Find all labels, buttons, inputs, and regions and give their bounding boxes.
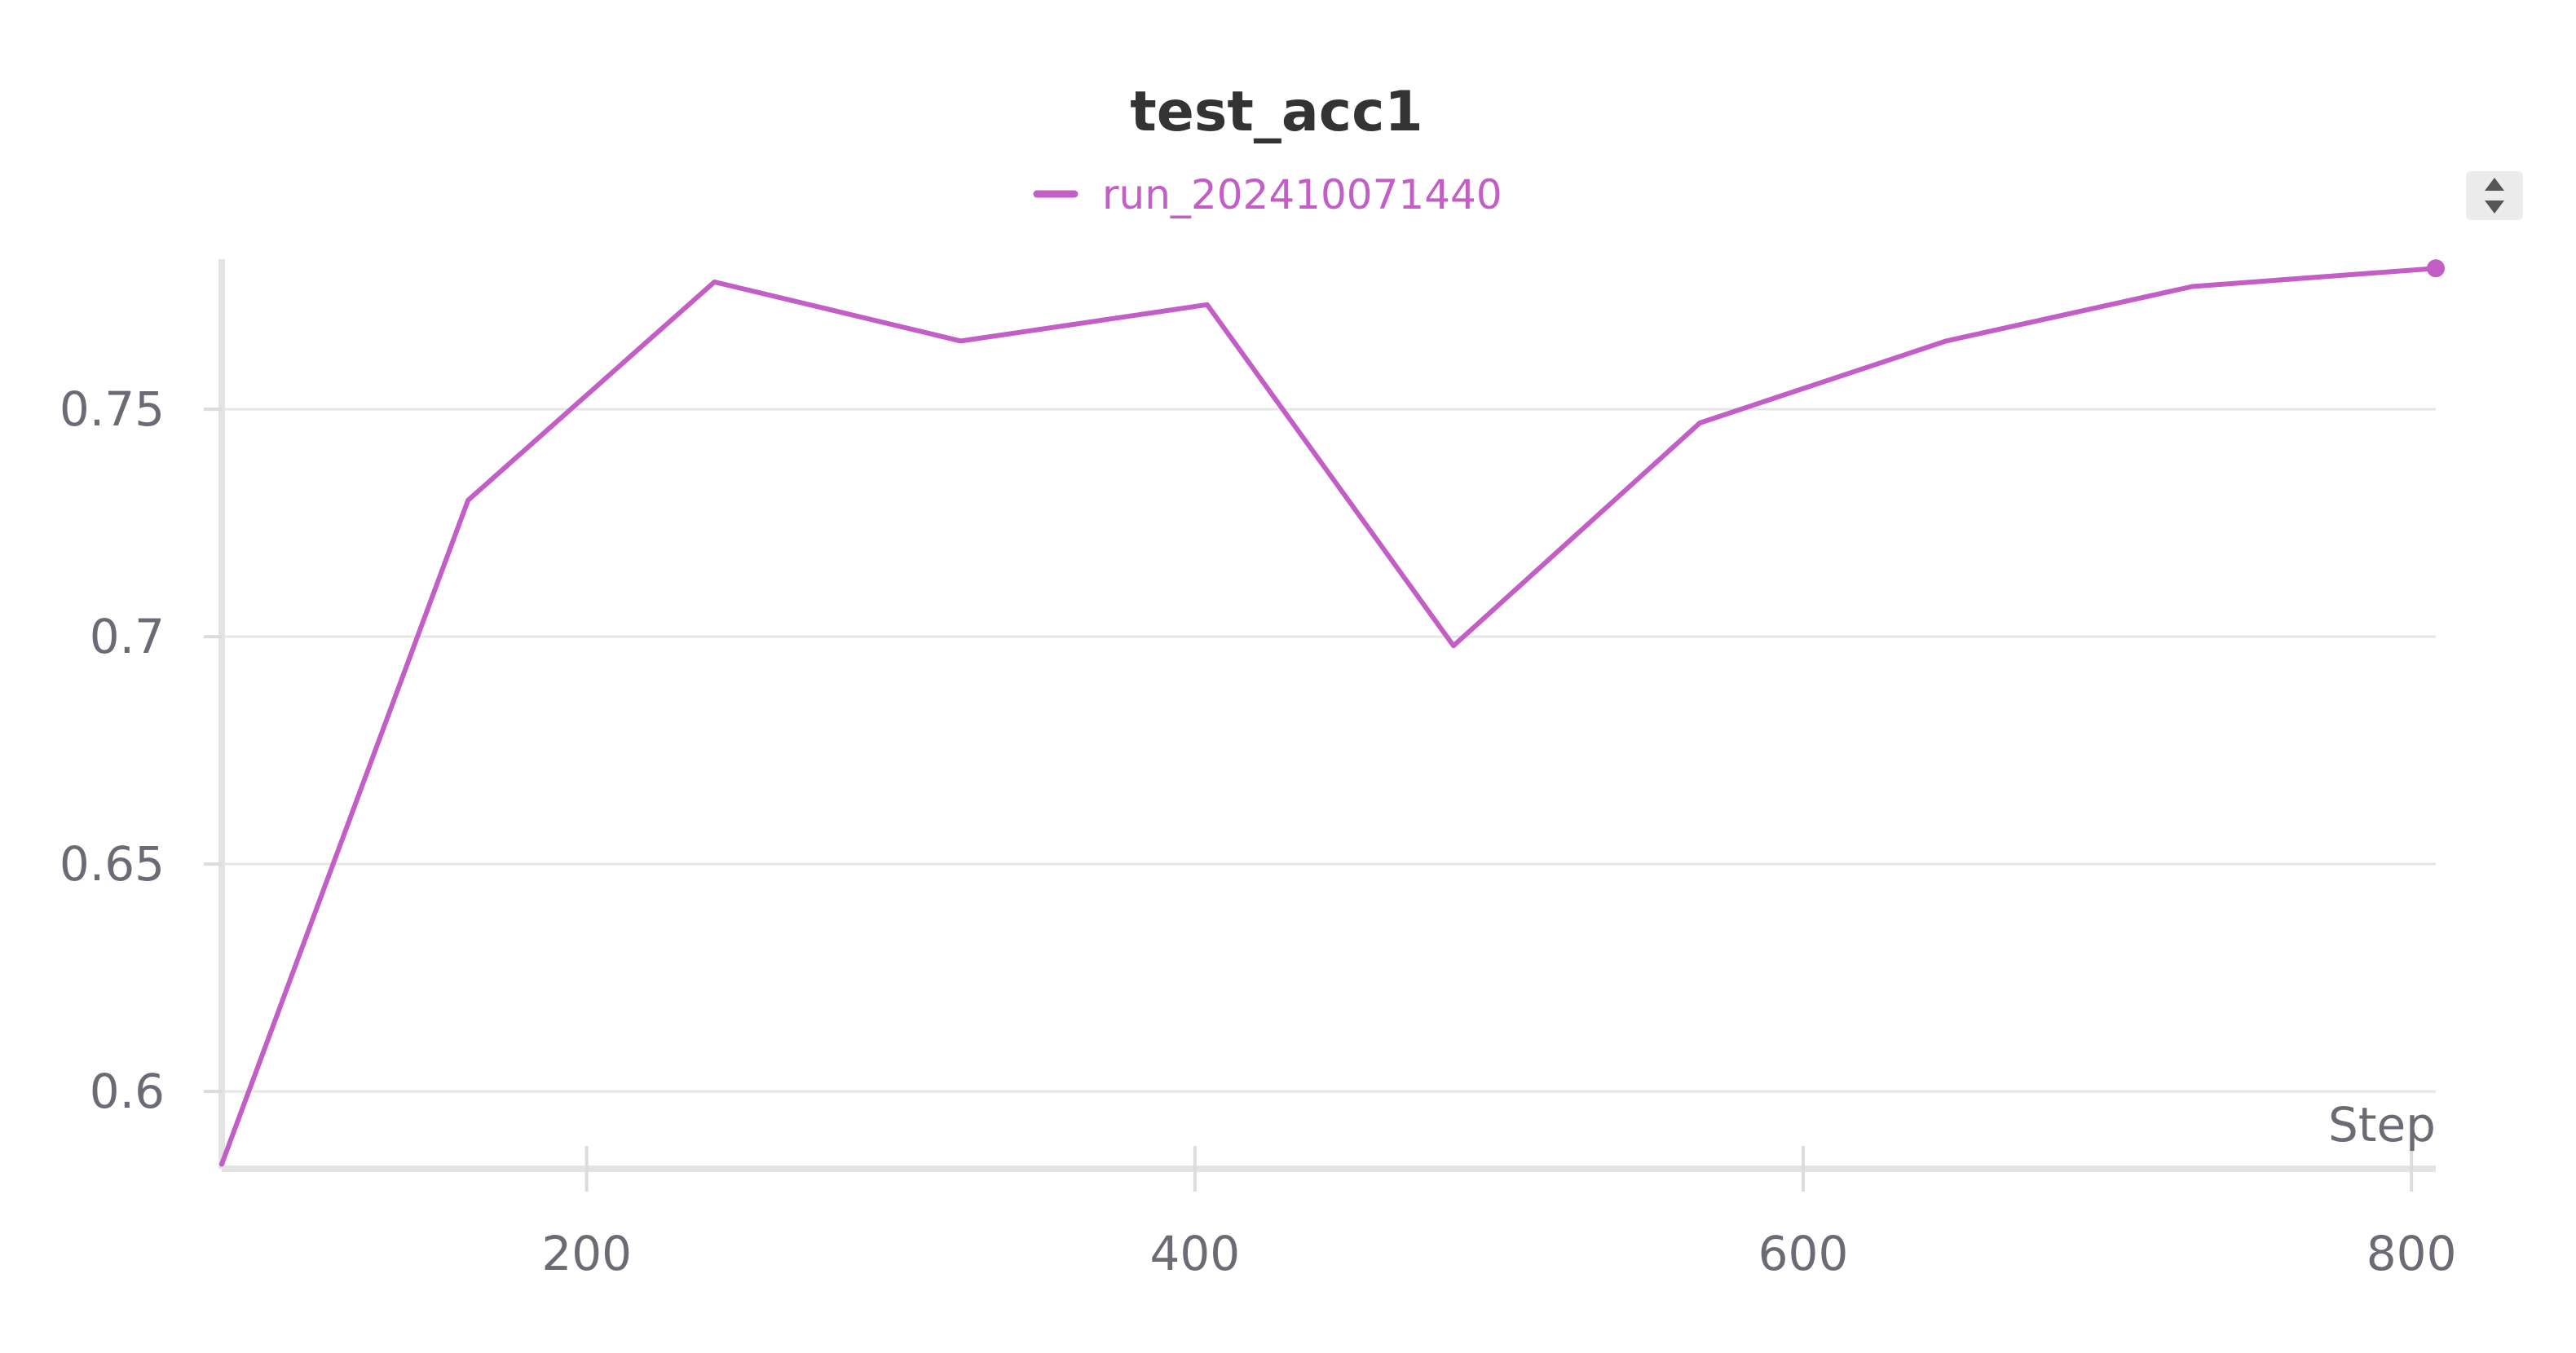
series-line[interactable] <box>219 266 2438 1167</box>
legend-label: run_202410071440 <box>1102 171 1502 218</box>
x-tick-label: 800 <box>2366 1226 2457 1281</box>
x-axis-ticks: 200 400 600 800 <box>541 1146 2457 1281</box>
axes <box>218 259 2436 1172</box>
x-tick-label: 200 <box>541 1226 632 1281</box>
grid-lines <box>222 408 2436 1093</box>
last-point-marker[interactable] <box>2427 259 2445 278</box>
up-down-arrows-icon <box>2485 178 2504 214</box>
x-axis-title: Step <box>2328 1097 2436 1152</box>
y-tick-label: 0.65 <box>60 836 165 892</box>
y-tick-label: 0.75 <box>60 381 165 437</box>
x-tick-label: 400 <box>1149 1226 1240 1281</box>
chart-title: test_acc1 <box>1130 80 1423 144</box>
legend[interactable]: run_202410071440 <box>1033 171 1502 218</box>
y-tick-label: 0.7 <box>90 609 165 664</box>
x-tick-label: 600 <box>1758 1226 1849 1281</box>
y-axis-ticks: 0.6 0.65 0.7 0.75 <box>60 381 222 1119</box>
y-tick-label: 0.6 <box>90 1064 165 1119</box>
legend-scroll-button[interactable] <box>2466 171 2523 220</box>
series-layer <box>219 259 2445 1167</box>
